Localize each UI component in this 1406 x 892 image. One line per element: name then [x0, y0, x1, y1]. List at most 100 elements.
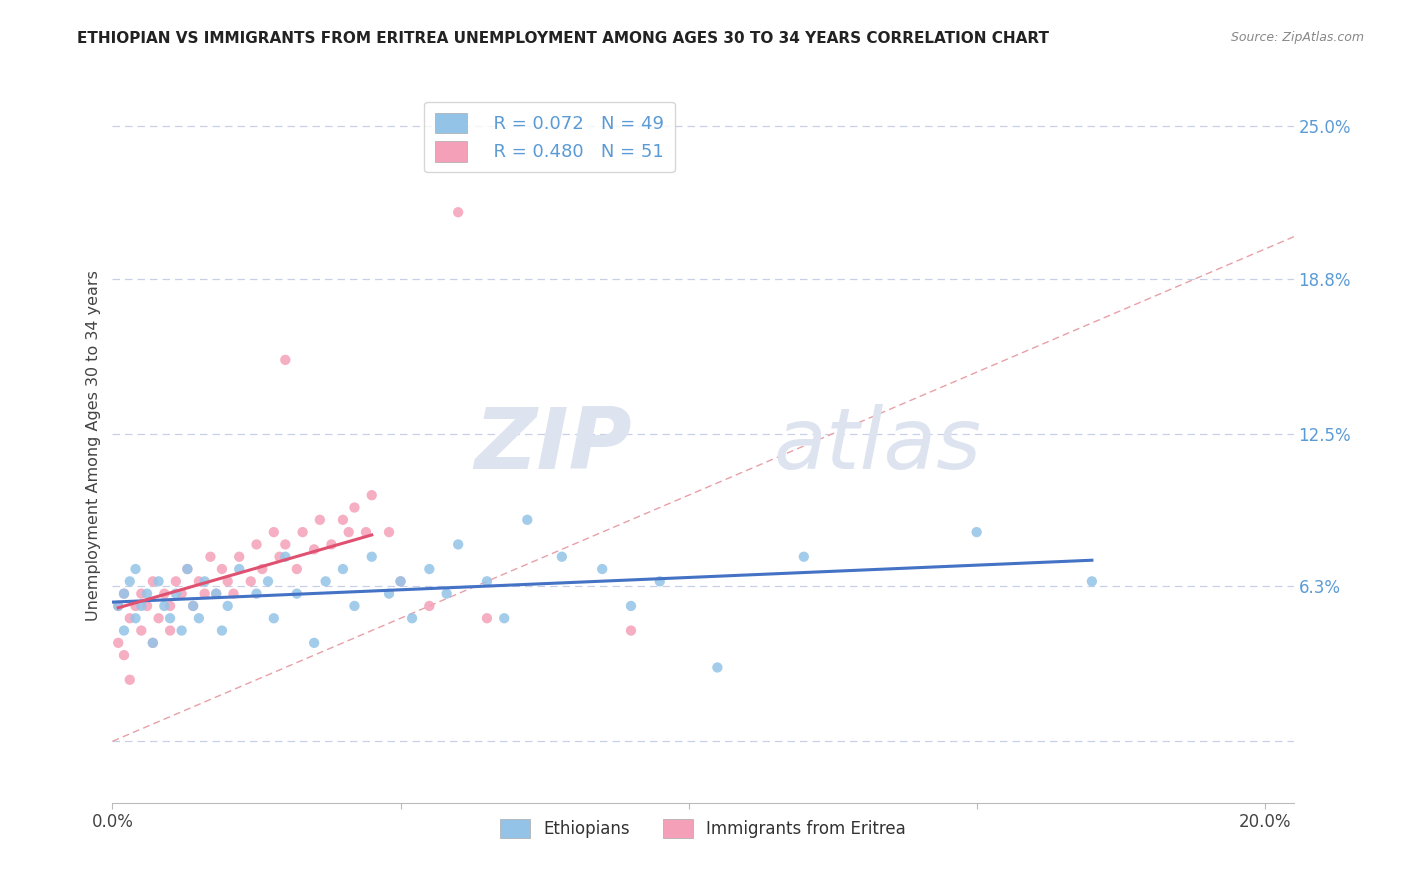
- Point: [129, 587, 152, 601]
- Point: [360, 488, 382, 502]
- Point: [217, 574, 239, 589]
- Point: [107, 636, 129, 650]
- Point: [389, 574, 412, 589]
- Point: [302, 636, 325, 650]
- Point: [274, 537, 297, 551]
- Point: [494, 611, 516, 625]
- Point: [269, 549, 291, 564]
- Point: [291, 525, 314, 540]
- Point: [194, 587, 217, 601]
- Point: [112, 624, 135, 638]
- Point: [1081, 574, 1104, 589]
- Point: [165, 587, 187, 601]
- Point: [107, 599, 129, 613]
- Point: [309, 513, 332, 527]
- Point: [165, 574, 187, 589]
- Point: [187, 611, 209, 625]
- Text: ETHIOPIAN VS IMMIGRANTS FROM ERITREA UNEMPLOYMENT AMONG AGES 30 TO 34 YEARS CORR: ETHIOPIAN VS IMMIGRANTS FROM ERITREA UNE…: [77, 31, 1049, 46]
- Point: [107, 599, 129, 613]
- Point: [112, 587, 135, 601]
- Point: [285, 587, 308, 601]
- Point: [142, 636, 165, 650]
- Point: [418, 599, 440, 613]
- Point: [194, 574, 217, 589]
- Point: [118, 611, 141, 625]
- Point: [551, 549, 574, 564]
- Point: [222, 587, 245, 601]
- Point: [142, 574, 165, 589]
- Point: [142, 636, 165, 650]
- Point: [332, 562, 354, 576]
- Point: [389, 574, 412, 589]
- Point: [176, 562, 198, 576]
- Point: [436, 587, 458, 601]
- Point: [211, 562, 233, 576]
- Text: ZIP: ZIP: [474, 404, 633, 488]
- Point: [159, 611, 181, 625]
- Point: [447, 205, 470, 219]
- Point: [181, 599, 204, 613]
- Legend: Ethiopians, Immigrants from Eritrea: Ethiopians, Immigrants from Eritrea: [494, 812, 912, 845]
- Point: [360, 549, 382, 564]
- Point: [118, 574, 141, 589]
- Point: [205, 587, 228, 601]
- Point: [211, 624, 233, 638]
- Point: [228, 562, 250, 576]
- Point: [401, 611, 423, 625]
- Point: [129, 624, 152, 638]
- Point: [418, 562, 440, 576]
- Point: [285, 562, 308, 576]
- Point: [124, 611, 146, 625]
- Y-axis label: Unemployment Among Ages 30 to 34 years: Unemployment Among Ages 30 to 34 years: [86, 270, 101, 622]
- Point: [200, 549, 222, 564]
- Point: [170, 587, 193, 601]
- Point: [343, 599, 366, 613]
- Point: [153, 599, 176, 613]
- Point: [153, 587, 176, 601]
- Point: [966, 525, 988, 540]
- Point: [245, 537, 267, 551]
- Point: [159, 624, 181, 638]
- Point: [378, 587, 401, 601]
- Point: [257, 574, 280, 589]
- Point: [620, 599, 643, 613]
- Point: [337, 525, 360, 540]
- Point: [475, 611, 498, 625]
- Point: [181, 599, 204, 613]
- Point: [252, 562, 274, 576]
- Point: [302, 542, 325, 557]
- Point: [176, 562, 198, 576]
- Text: Source: ZipAtlas.com: Source: ZipAtlas.com: [1230, 31, 1364, 45]
- Point: [332, 513, 354, 527]
- Point: [129, 599, 152, 613]
- Point: [136, 599, 159, 613]
- Point: [378, 525, 401, 540]
- Point: [315, 574, 337, 589]
- Point: [274, 352, 297, 367]
- Point: [354, 525, 377, 540]
- Point: [136, 587, 159, 601]
- Point: [124, 562, 146, 576]
- Point: [228, 549, 250, 564]
- Point: [124, 599, 146, 613]
- Point: [118, 673, 141, 687]
- Point: [516, 513, 538, 527]
- Point: [274, 549, 297, 564]
- Point: [148, 574, 170, 589]
- Point: [245, 587, 267, 601]
- Point: [475, 574, 498, 589]
- Text: atlas: atlas: [773, 404, 981, 488]
- Point: [447, 537, 470, 551]
- Point: [112, 587, 135, 601]
- Point: [263, 611, 285, 625]
- Point: [239, 574, 262, 589]
- Point: [112, 648, 135, 662]
- Point: [706, 660, 728, 674]
- Point: [648, 574, 671, 589]
- Point: [217, 599, 239, 613]
- Point: [321, 537, 343, 551]
- Point: [620, 624, 643, 638]
- Point: [263, 525, 285, 540]
- Point: [187, 574, 209, 589]
- Point: [591, 562, 613, 576]
